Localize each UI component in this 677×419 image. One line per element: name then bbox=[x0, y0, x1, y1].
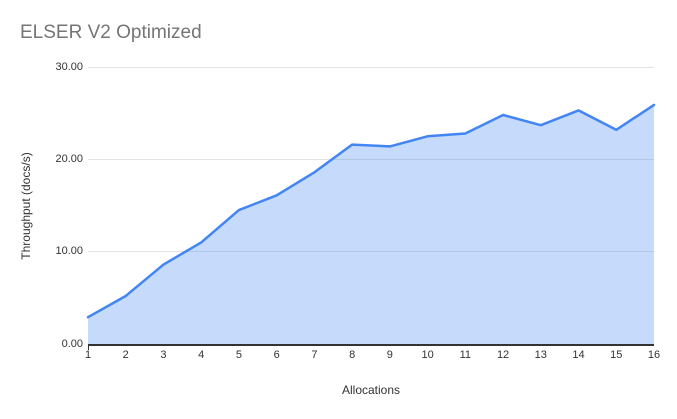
area-fill bbox=[88, 104, 654, 345]
x-axis-labels: 1 2 3 4 5 6 7 8 9 10 11 12 13 14 15 16 bbox=[84, 349, 660, 363]
y-axis-tick-label: 10.00 bbox=[55, 245, 83, 258]
x-axis-tick-label: 9 bbox=[386, 349, 393, 361]
x-axis-tick-label: 11 bbox=[459, 349, 472, 361]
x-axis-tick-label: 1 bbox=[84, 349, 92, 361]
y-axis-tick-label: 30.00 bbox=[55, 60, 83, 73]
x-axis-tick-label: 7 bbox=[311, 349, 318, 361]
gridline bbox=[88, 66, 654, 68]
gridline bbox=[88, 158, 654, 160]
x-axis-tick-label: 15 bbox=[610, 349, 623, 361]
y-axis-title: Throughput (docs/s) bbox=[19, 152, 33, 260]
x-axis-tick-label: 3 bbox=[160, 349, 167, 361]
x-axis-tick-label: 14 bbox=[572, 349, 585, 361]
gridline bbox=[88, 251, 654, 253]
x-axis-title: Allocations bbox=[341, 383, 401, 397]
x-axis-tick-label: 6 bbox=[273, 349, 280, 361]
axis-origin-tick bbox=[88, 346, 89, 350]
x-axis-tick-label: 8 bbox=[349, 349, 356, 361]
chart-title: ELSER V2 Optimized bbox=[20, 22, 202, 43]
series-line bbox=[86, 103, 656, 319]
x-axis-tick-label: 5 bbox=[235, 349, 242, 361]
x-axis-tick-label: 4 bbox=[198, 349, 205, 361]
y-axis-labels: 0.00 10.00 20.00 30.00 bbox=[0, 61, 83, 350]
x-axis-tick-label: 13 bbox=[534, 349, 547, 361]
x-axis-tick-label: 12 bbox=[496, 349, 510, 361]
area-chart-canvas bbox=[86, 103, 656, 345]
plot-area bbox=[86, 66, 656, 346]
x-axis-tick-label: 16 bbox=[647, 349, 661, 361]
x-axis-tick-label: 10 bbox=[421, 349, 434, 361]
y-axis-tick-label: 0.00 bbox=[61, 337, 83, 350]
y-axis-tick-label: 20.00 bbox=[55, 152, 83, 165]
x-axis-tick-label: 2 bbox=[122, 349, 129, 361]
